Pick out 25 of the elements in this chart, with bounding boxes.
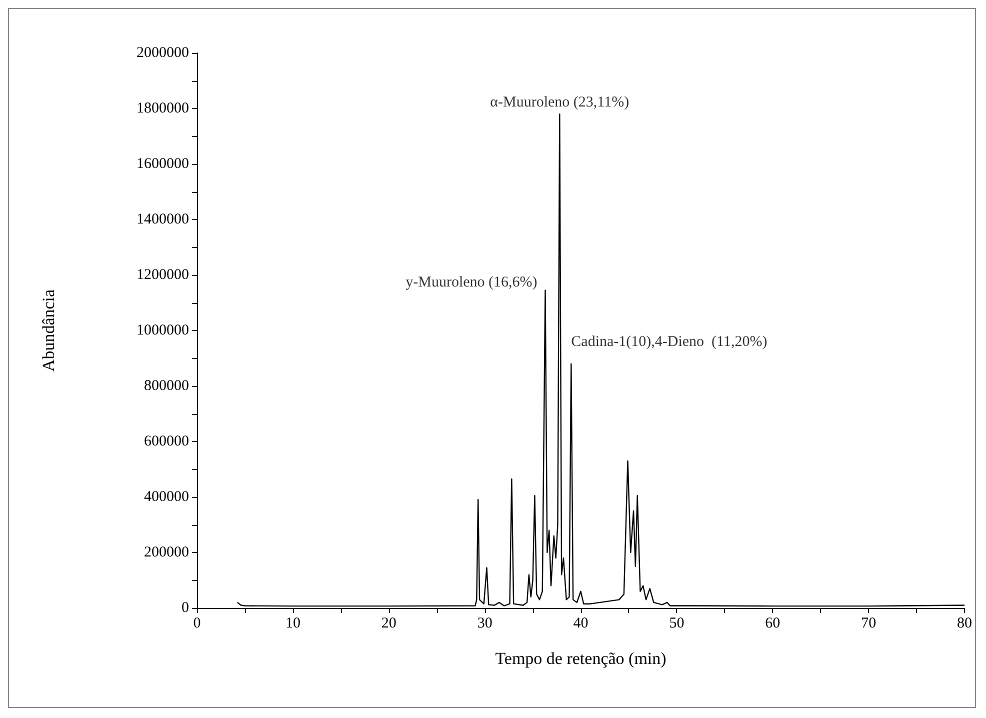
annotation: y-Muuroleno (16,6%) — [406, 274, 538, 290]
y-tick-label: 200000 — [144, 544, 189, 560]
y-axis-title: Abundância — [39, 288, 58, 372]
y-tick-label: 1800000 — [136, 100, 189, 116]
y-tick-label: 0 — [182, 600, 189, 616]
annotation: α-Muuroleno (23,11%) — [490, 94, 630, 111]
x-tick-label: 80 — [957, 616, 972, 632]
y-tick-label: 800000 — [144, 378, 189, 394]
x-tick-label: 60 — [765, 616, 780, 632]
y-tick-label: 1000000 — [136, 322, 189, 338]
y-tick-label: 600000 — [144, 434, 189, 450]
x-tick-label: 50 — [669, 616, 684, 632]
x-tick-label: 20 — [381, 616, 396, 632]
x-tick-label: 70 — [861, 616, 876, 632]
x-axis-title: Tempo de retenção (min) — [495, 649, 666, 668]
y-tick-label: 1200000 — [136, 267, 189, 283]
y-tick-label: 1600000 — [136, 156, 189, 172]
y-tick-label: 400000 — [144, 489, 189, 505]
y-tick-label: 2000000 — [136, 45, 189, 61]
x-tick-label: 30 — [477, 616, 492, 632]
x-tick-label: 0 — [193, 616, 201, 632]
y-tick-label: 1400000 — [136, 212, 189, 228]
annotation: Cadina-1(10),4-Dieno (11,20%) — [571, 334, 768, 350]
x-tick-label: 10 — [285, 616, 300, 632]
x-tick-label: 40 — [573, 616, 588, 632]
